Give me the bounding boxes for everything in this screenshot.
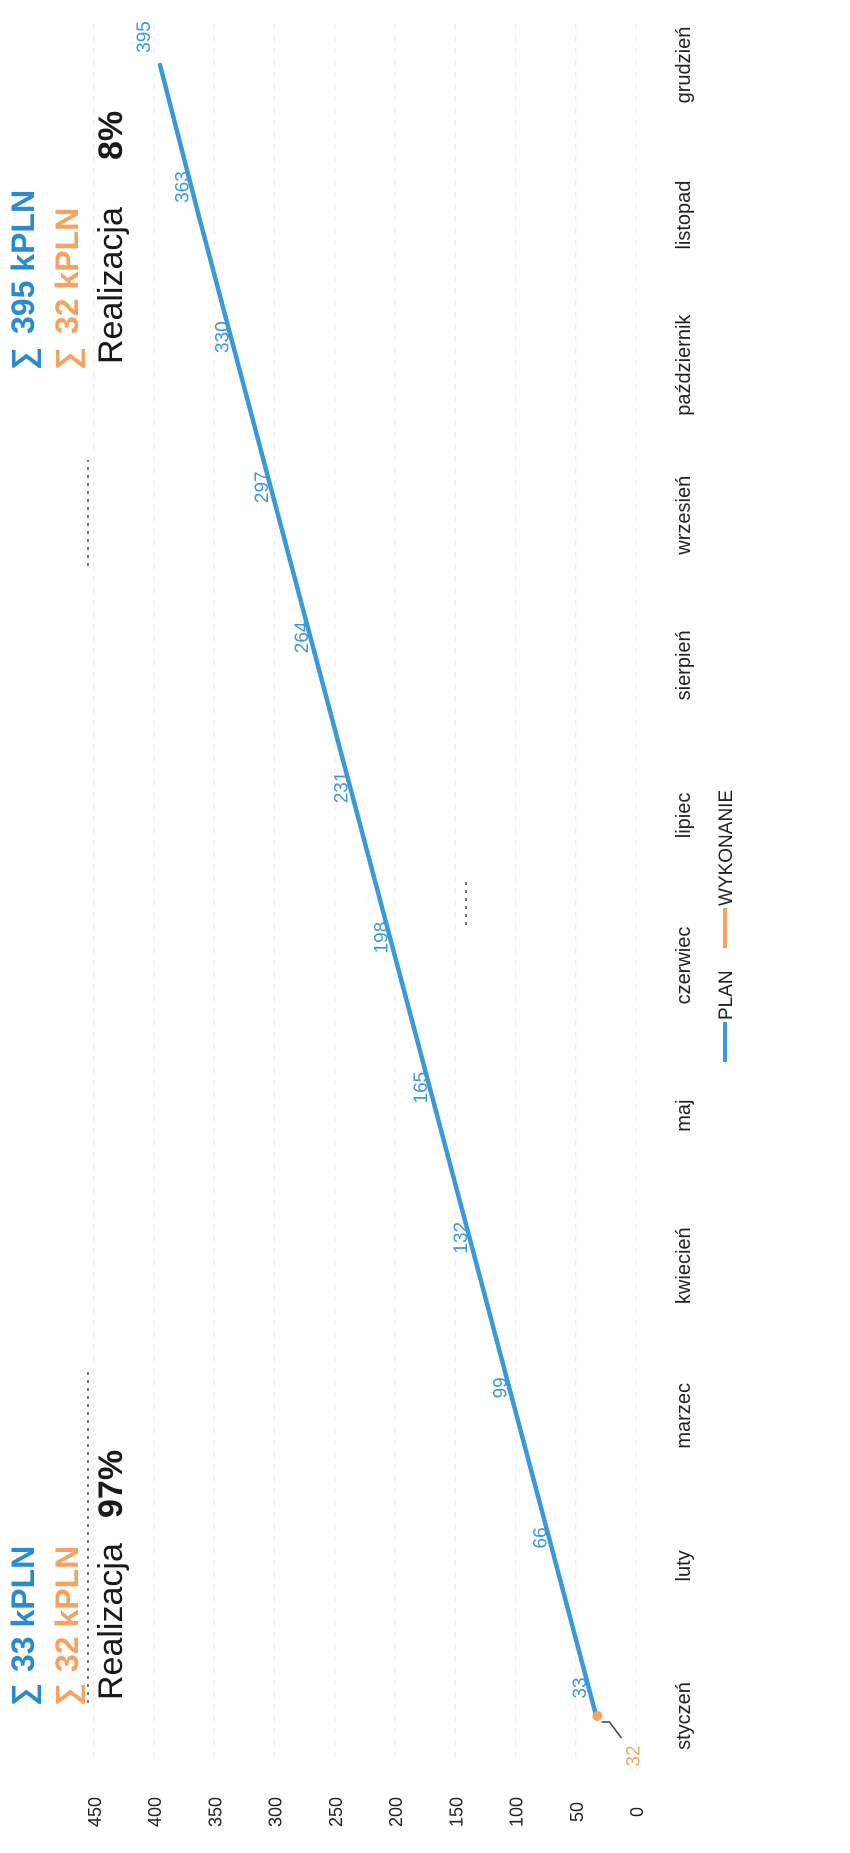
y-tick-label: 450 <box>85 1797 105 1827</box>
series-line-plan <box>157 62 599 1719</box>
series-layer <box>157 62 623 1739</box>
x-tick-label: lipiec <box>673 793 695 839</box>
x-tick-label: styczeń <box>673 1682 695 1750</box>
y-tick-label: 150 <box>446 1797 466 1827</box>
data-label-plan: 264 <box>292 621 313 653</box>
summary-left: ∑ 33 kPLN ∑ 32 kPLN Realizacja 97% <box>5 1450 130 1706</box>
data-label-plan: 33 <box>570 1677 591 1698</box>
data-label-plan: 395 <box>134 21 155 53</box>
summary-left-plan-value: 33 kPLN <box>5 1546 41 1672</box>
summary-right-sigma-plan: ∑ <box>5 347 42 370</box>
x-tick-label: luty <box>673 1550 695 1581</box>
data-label-plan: 66 <box>530 1527 551 1548</box>
legend-label-exec: WYKONANIE <box>716 790 737 906</box>
summary-right-exec-value: 32 kPLN <box>49 208 85 334</box>
data-label-plan: 132 <box>451 1222 472 1254</box>
x-tick-label: czerwiec <box>673 927 695 1005</box>
legend: PLAN WYKONANIE <box>716 790 737 1062</box>
summary-left-realization-value: 97% <box>92 1450 130 1518</box>
y-tick-label: 100 <box>507 1797 527 1827</box>
x-tick-label: marzec <box>673 1383 695 1449</box>
summary-left-sigma-exec: ∑ <box>49 1683 86 1706</box>
x-tick-label: październik <box>673 314 695 416</box>
data-label-wykonanie: 32 <box>623 1745 644 1766</box>
summary-right-realization-value: 8% <box>92 111 130 160</box>
data-label-plan: 231 <box>332 772 353 804</box>
data-label-plan: 99 <box>491 1377 512 1398</box>
data-label-plan: 297 <box>252 471 273 503</box>
data-label-plan: 330 <box>212 321 233 353</box>
y-tick-label: 250 <box>326 1797 346 1827</box>
summary-right-realization-label: Realizacja <box>92 207 130 364</box>
summary-right: ∑ 395 kPLN ∑ 32 kPLN Realizacja 8% <box>5 111 130 370</box>
summary-left-realization-label: Realizacja <box>92 1543 130 1700</box>
summary-right-plan-value: 395 kPLN <box>5 190 41 334</box>
x-tick-label: sierpień <box>673 630 695 700</box>
y-tick-label: 0 <box>627 1807 647 1817</box>
data-label-plan: 165 <box>411 1072 432 1104</box>
legend-label-plan: PLAN <box>716 970 737 1020</box>
y-tick-label: 50 <box>567 1802 587 1822</box>
series-point-wykonanie <box>592 1711 603 1721</box>
x-tick-label: wrzesień <box>673 476 695 556</box>
x-tick-label: maj <box>673 1100 695 1132</box>
grid-layer <box>93 20 637 1758</box>
y-tick-label: 400 <box>145 1797 165 1827</box>
x-axis-month-labels: styczeń luty marzec kwiecień maj czerwiec lipi… <box>673 27 695 1750</box>
data-label-plan: 198 <box>371 922 392 954</box>
exec-label-leader <box>601 1721 623 1739</box>
data-label-layer: 33 66 99 132 165 198 231 264 297 330 363 395 32 <box>134 21 644 1766</box>
x-tick-label: listopad <box>673 181 695 250</box>
summary-right-sigma-exec: ∑ <box>49 347 86 370</box>
summary-left-exec-value: 32 kPLN <box>49 1546 85 1672</box>
y-tick-label: 200 <box>386 1797 406 1827</box>
data-label-plan: 363 <box>173 171 194 203</box>
x-tick-label: kwiecień <box>673 1227 695 1304</box>
summary-left-sigma-plan: ∑ <box>5 1683 42 1706</box>
y-tick-label: 350 <box>205 1797 225 1827</box>
y-axis-ticks: 0 50 100 150 200 250 300 350 400 450 <box>85 1797 647 1827</box>
x-tick-label: grudzień <box>673 27 695 104</box>
y-tick-label: 300 <box>266 1797 286 1827</box>
